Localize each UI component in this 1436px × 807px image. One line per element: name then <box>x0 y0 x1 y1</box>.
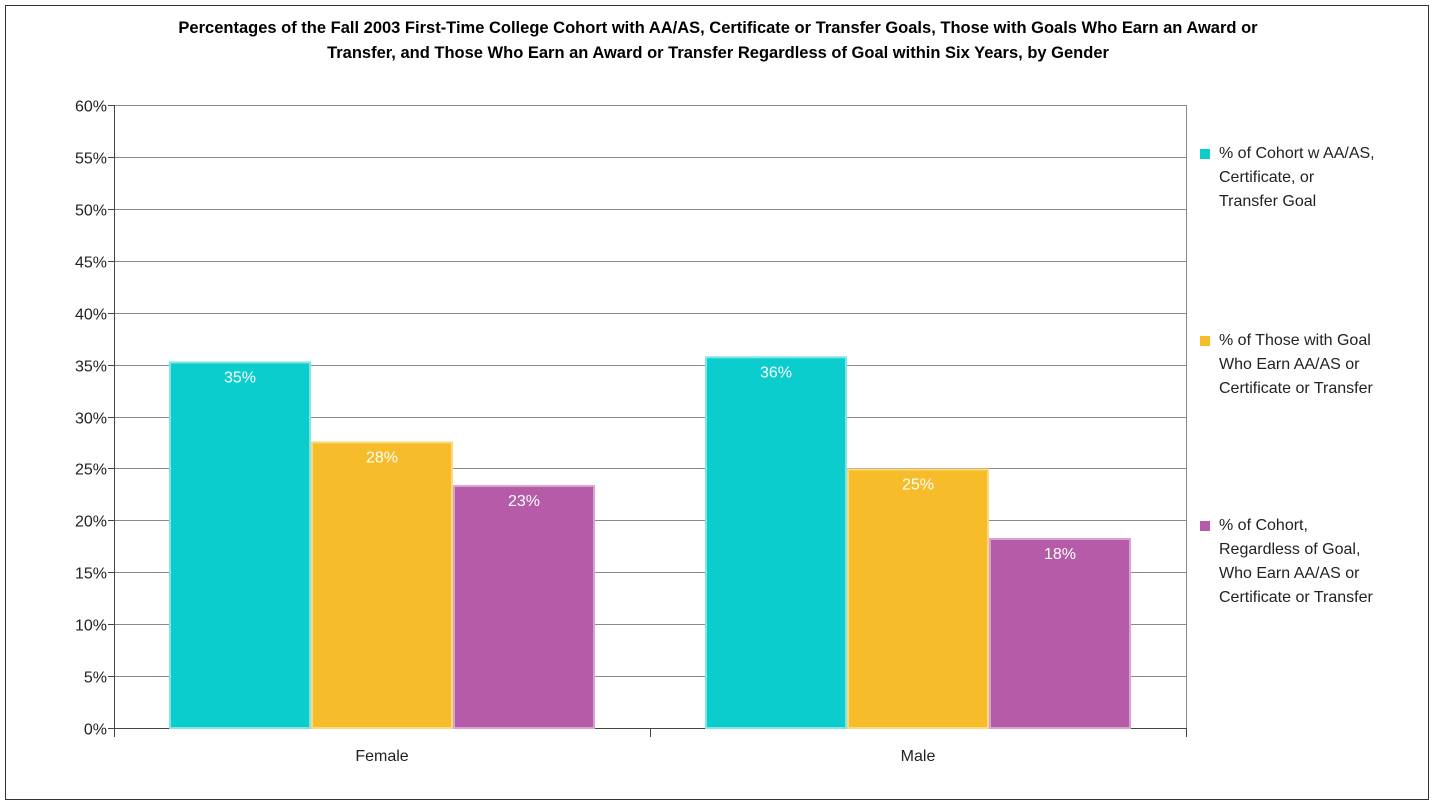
data-labels: 35% 28% 23% 36% 25% 18% <box>224 364 1076 563</box>
y-tick-label: 55% <box>75 151 107 168</box>
y-tick-label: 50% <box>75 203 107 220</box>
y-tick-label: 15% <box>75 566 107 583</box>
legend-label: % of Cohort, Regardless of Goal, Who Ear… <box>1219 517 1373 606</box>
bar <box>705 356 847 729</box>
bar <box>169 361 311 729</box>
legend-swatch-teal <box>1200 149 1210 159</box>
bar-value-label: 36% <box>760 364 792 381</box>
bars <box>169 356 1131 729</box>
y-tick-label: 25% <box>75 462 107 479</box>
y-tick-label: 10% <box>75 618 107 635</box>
bar <box>311 441 453 729</box>
axes: 0% 5% 10% 15% 20% 25% 30% 35% 40% 45% 50% 55% 60% Fem… <box>75 99 1187 765</box>
bar <box>453 485 595 729</box>
legend-swatch-purple <box>1200 521 1210 531</box>
legend-swatch-yellow <box>1200 336 1210 346</box>
y-tick-label: 0% <box>84 722 107 739</box>
bar-value-label: 35% <box>224 369 256 386</box>
chart-title: Percentages of the Fall 2003 First-Time … <box>0 16 1436 66</box>
y-tick-label: 45% <box>75 255 107 272</box>
y-tick-label: 30% <box>75 411 107 428</box>
chart-title-line-1: Percentages of the Fall 2003 First-Time … <box>178 19 1258 37</box>
bar <box>989 537 1131 729</box>
bar-value-label: 28% <box>366 449 398 466</box>
y-tick-label: 5% <box>84 670 107 687</box>
y-tick-label: 60% <box>75 99 107 116</box>
bar <box>847 468 989 729</box>
bar-value-label: 18% <box>1044 546 1076 563</box>
legend-label: % of Those with Goal Who Earn AA/AS or C… <box>1219 332 1373 397</box>
bar-value-label: 23% <box>508 493 540 510</box>
x-tick-label: Male <box>901 748 936 765</box>
legend-label: % of Cohort w AA/AS, Certificate, or Tra… <box>1219 145 1375 210</box>
bar-value-label: 25% <box>902 476 934 493</box>
chart-title-line-2: Transfer, and Those Who Earn an Award or… <box>327 44 1109 62</box>
x-tick-label: Female <box>355 748 408 765</box>
y-tick-label: 35% <box>75 359 107 376</box>
y-tick-label: 40% <box>75 307 107 324</box>
y-tick-label: 20% <box>75 514 107 531</box>
